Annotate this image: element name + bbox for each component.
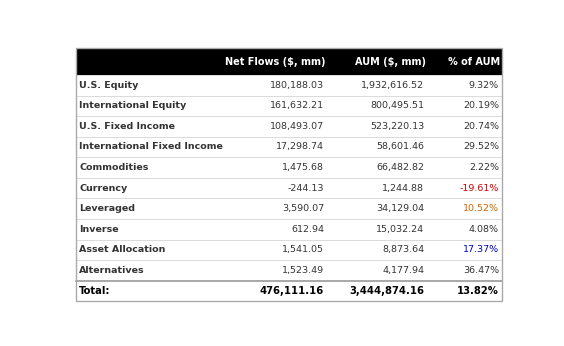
- Text: 29.52%: 29.52%: [463, 143, 499, 152]
- Text: 1,932,616.52: 1,932,616.52: [361, 81, 424, 90]
- Text: 3,444,874.16: 3,444,874.16: [349, 286, 424, 296]
- Text: 36.47%: 36.47%: [463, 266, 499, 275]
- Text: Asset Allocation: Asset Allocation: [79, 245, 165, 254]
- Text: 523,220.13: 523,220.13: [370, 122, 424, 131]
- Text: 1,244.88: 1,244.88: [382, 184, 424, 193]
- Text: 20.74%: 20.74%: [463, 122, 499, 131]
- Text: AUM ($, mm): AUM ($, mm): [355, 56, 426, 66]
- Text: 9.32%: 9.32%: [469, 81, 499, 90]
- Text: Net Flows ($, mm): Net Flows ($, mm): [225, 56, 325, 66]
- Text: 20.19%: 20.19%: [463, 101, 499, 110]
- Text: % of AUM: % of AUM: [448, 56, 500, 66]
- Text: U.S. Equity: U.S. Equity: [79, 81, 139, 90]
- Text: 4.08%: 4.08%: [469, 225, 499, 234]
- Text: 34,129.04: 34,129.04: [376, 204, 424, 213]
- Bar: [76, 48, 503, 75]
- Text: 10.52%: 10.52%: [463, 204, 499, 213]
- Text: 161,632.21: 161,632.21: [270, 101, 324, 110]
- Text: 2.22%: 2.22%: [469, 163, 499, 172]
- Text: 800,495.51: 800,495.51: [371, 101, 424, 110]
- Text: 8,873.64: 8,873.64: [382, 245, 424, 254]
- Text: Currency: Currency: [79, 184, 127, 193]
- Text: 17,298.74: 17,298.74: [276, 143, 324, 152]
- Text: Total:: Total:: [79, 286, 111, 296]
- Text: -19.61%: -19.61%: [460, 184, 499, 193]
- Text: 3,590.07: 3,590.07: [282, 204, 324, 213]
- Text: 66,482.82: 66,482.82: [376, 163, 424, 172]
- Text: 180,188.03: 180,188.03: [270, 81, 324, 90]
- Text: 1,475.68: 1,475.68: [282, 163, 324, 172]
- Text: Commodities: Commodities: [79, 163, 148, 172]
- Text: 1,541.05: 1,541.05: [282, 245, 324, 254]
- Text: 58,601.46: 58,601.46: [376, 143, 424, 152]
- Text: 15,032.24: 15,032.24: [376, 225, 424, 234]
- Text: 108,493.07: 108,493.07: [270, 122, 324, 131]
- Text: 612.94: 612.94: [291, 225, 324, 234]
- Text: International Equity: International Equity: [79, 101, 187, 110]
- Text: 4,177.94: 4,177.94: [382, 266, 424, 275]
- Text: 17.37%: 17.37%: [463, 245, 499, 254]
- Text: -244.13: -244.13: [288, 184, 324, 193]
- Text: Alternatives: Alternatives: [79, 266, 145, 275]
- Text: Leveraged: Leveraged: [79, 204, 135, 213]
- Text: 476,111.16: 476,111.16: [260, 286, 324, 296]
- Text: U.S. Fixed Income: U.S. Fixed Income: [79, 122, 175, 131]
- Text: Inverse: Inverse: [79, 225, 119, 234]
- Text: 1,523.49: 1,523.49: [282, 266, 324, 275]
- Text: 13.82%: 13.82%: [457, 286, 499, 296]
- Text: International Fixed Income: International Fixed Income: [79, 143, 223, 152]
